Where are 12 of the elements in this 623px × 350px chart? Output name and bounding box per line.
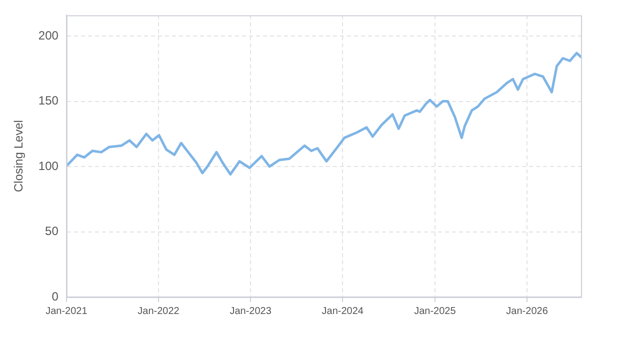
x-tick-label: Jan-2022 [138,306,180,317]
y-tick-label: 100 [38,158,59,173]
y-tick-label: 150 [38,94,59,108]
y-tick-label: 50 [45,224,59,238]
x-tick-label: Jan-2026 [506,306,548,317]
x-tick-label: Jan-2025 [414,306,456,317]
x-tick-label: Jan-2024 [322,306,364,317]
y-tick-label: 0 [52,289,59,304]
x-tick-label: Jan-2021 [46,306,88,317]
x-tick-label: Jan-2023 [230,306,272,317]
y-axis-title: Closing Level [12,120,26,192]
y-tick-label: 200 [38,28,59,42]
